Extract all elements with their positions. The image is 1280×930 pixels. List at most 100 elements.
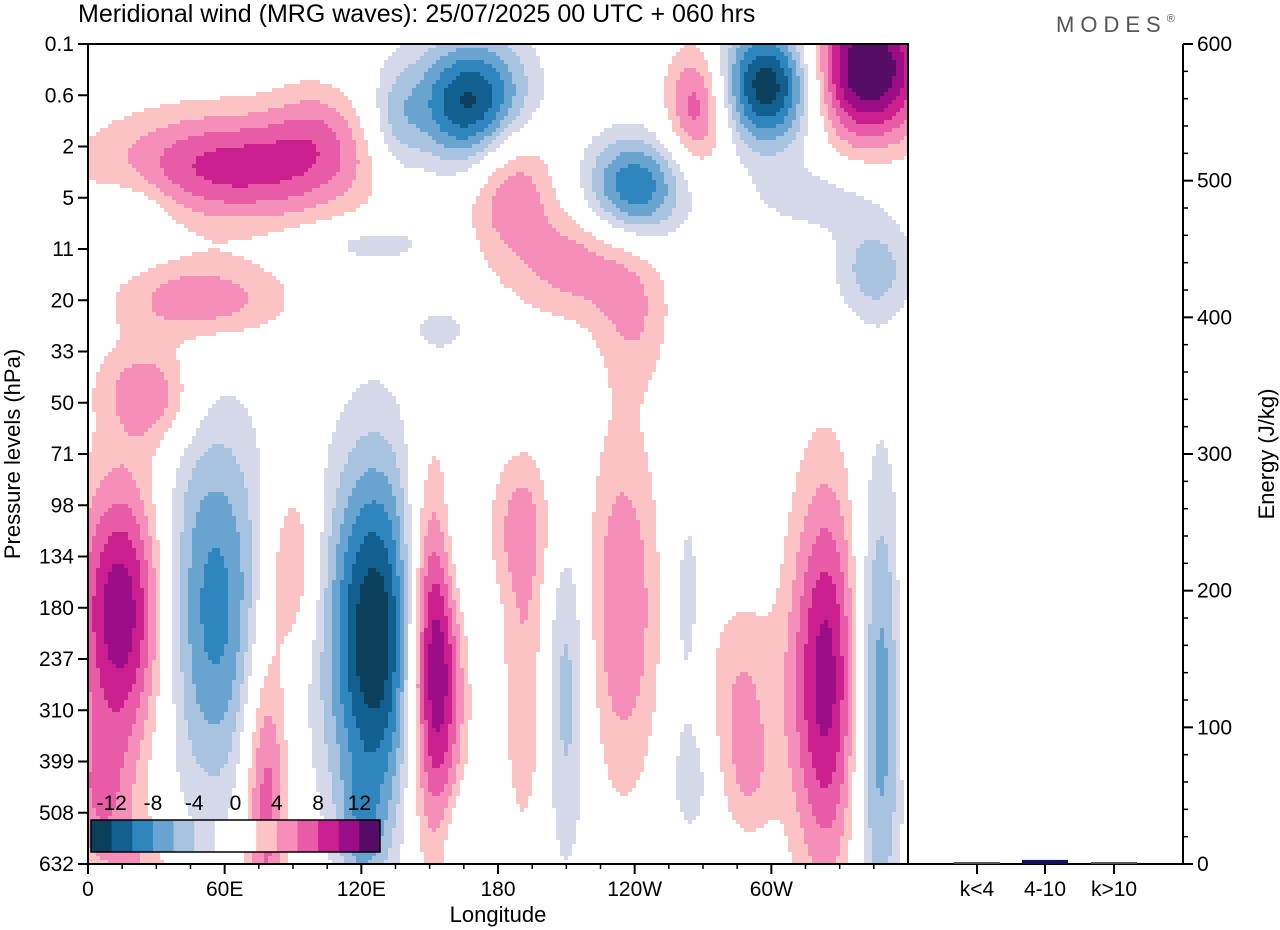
contour-cell: [448, 584, 452, 588]
contour-cell: [832, 48, 840, 52]
contour-cell: [708, 132, 716, 136]
contour-cell: [868, 496, 896, 500]
contour-cell: [392, 520, 400, 524]
contour-cell: [876, 444, 884, 448]
contour-cell: [332, 784, 344, 788]
contour-cell: [424, 732, 428, 736]
contour-cell: [172, 700, 184, 704]
contour-cell: [552, 732, 560, 736]
contour-cell: [424, 540, 444, 544]
contour-cell: [820, 576, 832, 580]
contour-cell: [152, 556, 160, 560]
contour-cell: [756, 692, 784, 696]
contour-cell: [812, 592, 836, 596]
contour-cell: [332, 636, 340, 640]
contour-cell: [424, 604, 428, 608]
contour-cell: [172, 636, 180, 640]
contour-cell: [804, 664, 816, 668]
contour-cell: [592, 548, 604, 552]
contour-cell: [836, 260, 856, 264]
contour-cell: [764, 756, 788, 760]
contour-cell: [512, 120, 528, 124]
contour-cell: [452, 788, 460, 792]
contour-cell: [264, 724, 276, 728]
contour-cell: [832, 576, 844, 580]
contour-cell: [732, 84, 740, 88]
contour-cell: [336, 132, 352, 136]
contour-cell: [416, 788, 424, 792]
contour-cell: [828, 64, 832, 68]
contour-cell: [356, 648, 388, 652]
contour-cell: [736, 612, 756, 616]
contour-cell: [856, 280, 892, 284]
contour-cell: [808, 736, 840, 740]
contour-cell: [508, 752, 536, 756]
contour-cell: [836, 112, 848, 116]
contour-cell: [700, 100, 708, 104]
contour-cell: [456, 724, 460, 728]
contour-cell: [400, 536, 404, 540]
contour-cell: [144, 592, 148, 596]
contour-cell: [424, 496, 444, 500]
contour-cell: [312, 760, 328, 764]
contour-cell: [416, 60, 436, 64]
contour-cell: [436, 728, 440, 732]
contour-cell: [844, 92, 856, 96]
contour-cell: [604, 208, 620, 212]
contour-cell: [264, 776, 272, 780]
contour-cell: [176, 200, 224, 204]
contour-cell: [88, 528, 96, 532]
contour-cell: [508, 704, 536, 708]
contour-cell: [568, 744, 580, 748]
contour-cell: [560, 572, 572, 576]
contour-cell: [332, 672, 340, 676]
contour-cell: [248, 112, 340, 116]
contour-cell: [800, 596, 812, 600]
contour-cell: [164, 192, 192, 196]
contour-cell: [592, 580, 604, 584]
contour-cell: [100, 560, 140, 564]
contour-cell: [228, 596, 244, 600]
contour-cell: [424, 700, 432, 704]
contour-cell: [312, 672, 320, 676]
contour-cell: [848, 564, 856, 568]
contour-cell: [872, 296, 880, 300]
contour-cell: [804, 668, 816, 672]
contour-cell: [392, 84, 416, 88]
contour-cell: [852, 604, 856, 608]
contour-cell: [236, 668, 244, 672]
contour-cell: [252, 740, 260, 744]
contour-cell: [724, 76, 728, 80]
contour-cell: [680, 560, 696, 564]
contour-cell: [868, 780, 876, 784]
contour-cell: [344, 116, 360, 120]
contour-cell: [768, 612, 788, 616]
contour-cell: [404, 620, 408, 624]
contour-cell: [320, 652, 332, 656]
contour-cell: [828, 784, 840, 788]
contour-cell: [176, 732, 188, 736]
contour-cell: [352, 768, 388, 772]
contour-cell: [792, 768, 804, 772]
contour-cell: [388, 640, 396, 644]
contour-cell: [104, 624, 136, 628]
contour-cell: [732, 64, 740, 68]
contour-cell: [876, 748, 888, 752]
contour-cell: [88, 752, 92, 756]
contour-cell: [720, 736, 732, 740]
contour-cell: [504, 164, 548, 168]
contour-cell: [348, 672, 356, 676]
contour-cell: [604, 760, 644, 764]
contour-cell: [676, 108, 688, 112]
contour-cell: [888, 716, 896, 720]
contour-cell: [204, 576, 228, 580]
contour-cell: [804, 76, 808, 80]
contour-cell: [416, 648, 420, 652]
contour-cell: [404, 560, 408, 564]
contour-cell: [452, 628, 460, 632]
contour-cell: [852, 684, 856, 688]
contour-cell: [644, 152, 660, 156]
contour-cell: [424, 792, 432, 796]
contour-cell: [528, 76, 544, 80]
contour-cell: [88, 572, 96, 576]
